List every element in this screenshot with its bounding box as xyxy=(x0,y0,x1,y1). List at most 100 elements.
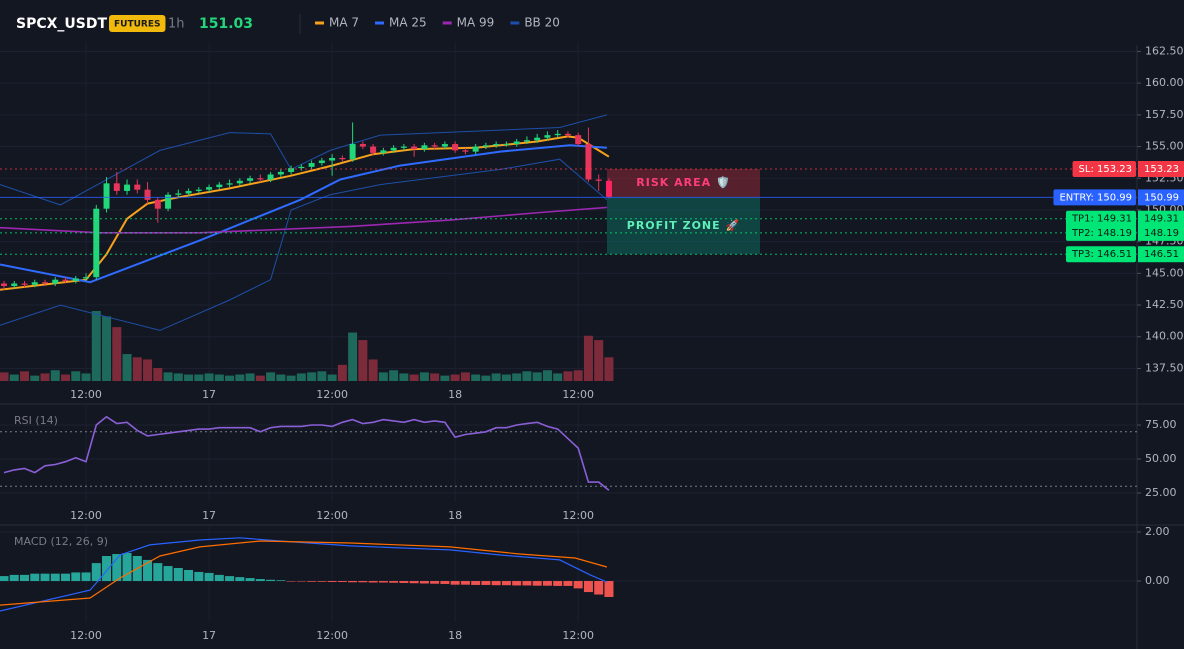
level-value-bg xyxy=(1138,189,1184,206)
x-tick-label: 17 xyxy=(202,509,216,522)
candle-body xyxy=(62,279,69,281)
candle-body xyxy=(523,140,530,142)
histogram-bar xyxy=(532,581,542,586)
x-tick-label: 18 xyxy=(448,388,462,401)
histogram-bar xyxy=(255,579,265,582)
level-value: 146.51 xyxy=(1144,249,1179,260)
level-value-bg xyxy=(1138,210,1184,227)
candle-body xyxy=(370,146,377,153)
histogram-bar xyxy=(266,579,276,582)
candle-body xyxy=(308,163,315,167)
x-tick-label: 12:00 xyxy=(562,509,594,522)
pane-title: RSI (14) xyxy=(14,414,58,427)
candle-body xyxy=(595,179,602,181)
legend-label: MA 7 xyxy=(329,16,359,30)
legend-label: MA 25 xyxy=(389,16,427,30)
candle-body xyxy=(585,144,592,180)
x-tick-label: 18 xyxy=(448,629,462,642)
volume-bar xyxy=(430,373,440,381)
candle-body xyxy=(11,283,18,287)
candle-body xyxy=(113,183,120,191)
histogram-bar xyxy=(522,581,532,586)
x-tick-label: 18 xyxy=(448,509,462,522)
histogram-bar xyxy=(112,554,122,582)
histogram-bar xyxy=(471,581,481,585)
volume-bar xyxy=(276,374,286,381)
histogram-bar xyxy=(102,555,112,582)
histogram-bar xyxy=(276,580,286,582)
y-tick-label: 140.00 xyxy=(1145,330,1184,343)
histogram-bar xyxy=(9,574,19,582)
volume-bar xyxy=(399,373,409,381)
macd-line xyxy=(0,540,608,606)
level-tag-bg xyxy=(1065,210,1136,227)
candle-body xyxy=(93,208,100,278)
volume-bar xyxy=(542,370,552,381)
volume-bar xyxy=(358,340,368,381)
candle-body xyxy=(124,184,131,191)
legend-label: BB 20 xyxy=(524,16,560,30)
volume-bar xyxy=(327,374,337,381)
candle-body xyxy=(575,135,582,145)
volume-bar xyxy=(20,371,30,381)
level-tag: TP2: 148.19 148.19 xyxy=(1065,224,1184,241)
histogram-bar xyxy=(430,581,440,584)
candle-body xyxy=(503,144,510,146)
interval: 1h xyxy=(168,17,185,32)
candle-body xyxy=(206,187,213,190)
volume-bar xyxy=(594,340,604,381)
y-tick-label: 2.00 xyxy=(1145,525,1170,538)
volume-bar xyxy=(102,316,112,381)
histogram-bar xyxy=(512,581,522,586)
candle-body xyxy=(441,144,448,147)
candle-body xyxy=(226,183,233,185)
y-tick-label: 162.50 xyxy=(1145,44,1184,57)
volume-bar xyxy=(522,371,532,381)
macd-line xyxy=(0,537,608,612)
histogram-bar xyxy=(378,581,388,583)
histogram-bar xyxy=(296,581,306,582)
level-tag: TP1: 149.31 149.31 xyxy=(1065,210,1184,227)
level-tag-label: TP3: 146.51 xyxy=(1071,249,1132,260)
candle-body xyxy=(318,160,325,164)
histogram-bar xyxy=(225,576,235,582)
volume-bar xyxy=(225,375,235,381)
histogram-bar xyxy=(173,568,183,582)
candle-body xyxy=(185,190,192,194)
candle-body xyxy=(462,150,469,152)
candle-body xyxy=(513,141,520,145)
volume-bar xyxy=(9,374,19,381)
volume-bar xyxy=(491,373,501,381)
volume-bar xyxy=(286,375,296,381)
candle-body xyxy=(554,133,561,136)
volume-bar xyxy=(112,327,122,381)
level-tag-label: SL: 153.23 xyxy=(1079,164,1132,175)
y-tick-label: 155.00 xyxy=(1145,140,1184,153)
histogram-bar xyxy=(358,581,368,583)
volume-bar xyxy=(389,370,399,381)
candle-body xyxy=(236,180,243,184)
histogram-bar xyxy=(501,581,511,586)
pane-title: MACD (12, 26, 9) xyxy=(14,535,108,548)
histogram-bar xyxy=(481,581,491,585)
bb-lower xyxy=(0,158,608,331)
candle-body xyxy=(380,150,387,153)
volume-bar xyxy=(501,374,511,381)
x-tick-label: 12:00 xyxy=(70,509,102,522)
level-tag: SL: 153.23 153.23 xyxy=(1072,161,1184,178)
badge xyxy=(109,15,166,32)
histogram-bar xyxy=(81,572,91,582)
histogram-bar xyxy=(184,569,194,582)
candle-body xyxy=(452,144,459,151)
rsi-line xyxy=(3,415,610,491)
histogram-bar xyxy=(409,581,419,584)
volume-bar xyxy=(30,375,40,381)
zone xyxy=(606,197,760,255)
histogram-bar xyxy=(573,581,583,589)
histogram-bar xyxy=(317,581,327,582)
histogram-bar xyxy=(389,581,399,583)
histogram-bar xyxy=(204,572,214,582)
candle-body xyxy=(165,194,172,209)
